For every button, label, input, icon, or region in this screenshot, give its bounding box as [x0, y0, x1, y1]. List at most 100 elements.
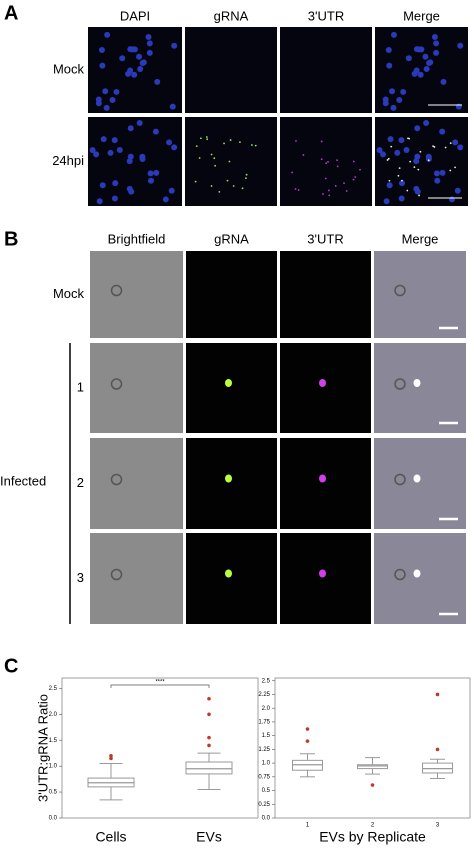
- micrograph: [375, 27, 468, 113]
- signal-dot: [214, 164, 217, 167]
- y-tick-label: 1.25: [258, 747, 270, 753]
- nucleus: [376, 147, 383, 154]
- y-tick-label: 1.75: [258, 719, 270, 725]
- signal-dot: [352, 160, 355, 163]
- nucleus: [171, 144, 178, 151]
- column-header: Brightfield: [108, 231, 166, 246]
- micrograph: [90, 438, 183, 529]
- outlier: [305, 727, 310, 731]
- signal-dot: [210, 153, 213, 156]
- panel-label: B: [4, 228, 18, 250]
- signal-dot: [454, 166, 456, 169]
- nucleus: [403, 146, 410, 153]
- y-tick-label: 1.0: [49, 764, 58, 770]
- nucleus: [383, 198, 390, 205]
- signal-dot: [213, 157, 216, 160]
- nucleus: [398, 137, 405, 144]
- signal-dot: [409, 160, 412, 163]
- nucleus: [112, 180, 119, 187]
- nucleus: [136, 119, 143, 126]
- nucleus: [425, 155, 432, 162]
- y-tick-label: 2.5: [49, 686, 58, 692]
- outlier: [207, 735, 211, 740]
- micrograph: [185, 27, 277, 113]
- signal-dot: [210, 185, 213, 187]
- nucleus: [103, 104, 110, 111]
- nucleus: [387, 136, 394, 143]
- nucleus: [457, 42, 464, 49]
- micrograph: [90, 533, 183, 624]
- nucleus: [386, 182, 393, 189]
- nucleus: [431, 33, 438, 40]
- column-header: gRNA: [214, 8, 249, 23]
- signal-dot: [343, 182, 345, 185]
- nucleus: [448, 196, 455, 203]
- signal-spot: [225, 379, 232, 387]
- signal-dot: [232, 185, 235, 187]
- nucleus: [99, 62, 106, 69]
- nucleus: [146, 40, 153, 47]
- micrograph: [88, 27, 182, 113]
- nucleus: [140, 59, 147, 66]
- signal-dot: [229, 139, 232, 141]
- nucleus: [152, 128, 159, 135]
- nucleus: [405, 55, 412, 62]
- y-tick-label: 0.5: [49, 790, 58, 796]
- signal-dot: [334, 185, 337, 187]
- nucleus: [434, 177, 441, 184]
- row-label: 24hpi: [52, 153, 84, 168]
- nucleus: [153, 169, 160, 176]
- nucleus: [127, 153, 134, 160]
- signal-dot: [408, 137, 411, 140]
- outlier: [305, 739, 310, 743]
- signal-dot: [294, 188, 297, 190]
- nucleus: [417, 71, 424, 78]
- signal-dot: [432, 145, 434, 147]
- nucleus: [147, 177, 154, 184]
- nucleus: [109, 96, 116, 103]
- nucleus: [394, 149, 401, 156]
- row-label: 3: [77, 570, 84, 585]
- nucleus: [147, 170, 154, 177]
- nucleus: [390, 31, 397, 38]
- signal-spot: [225, 474, 232, 483]
- signal-dot: [194, 180, 197, 183]
- nucleus: [116, 146, 123, 153]
- signal-dot: [226, 179, 229, 182]
- signal-dot: [387, 157, 390, 160]
- y-tick-label: 1.5: [262, 733, 271, 739]
- micrograph: [90, 343, 183, 433]
- ev-outline: [110, 284, 123, 297]
- micrograph: [280, 438, 371, 529]
- nucleus: [98, 47, 105, 54]
- y-tick-label: 0.0: [49, 816, 58, 822]
- signal-dot: [297, 189, 300, 191]
- micrograph: [280, 343, 371, 433]
- significance-bracket: [110, 684, 210, 688]
- micrograph: [280, 27, 372, 113]
- signal-dot: [199, 137, 202, 140]
- signal-dot: [401, 179, 403, 182]
- box: [185, 761, 233, 775]
- nucleus: [137, 66, 144, 73]
- signal-dot: [291, 171, 294, 174]
- signal-spot: [413, 379, 421, 387]
- nucleus: [439, 128, 446, 135]
- signal-dot: [406, 189, 409, 192]
- signal-dot: [336, 159, 338, 161]
- x-axis-label: EVs by Replicate: [319, 829, 426, 845]
- plot-frame: [61, 677, 259, 819]
- nucleus: [93, 151, 100, 158]
- x-category-label: Cells: [95, 829, 126, 845]
- nucleus: [414, 153, 421, 160]
- nucleus: [168, 187, 175, 194]
- nucleus: [414, 188, 421, 195]
- nucleus: [162, 196, 169, 203]
- panel-label: A: [4, 2, 18, 24]
- signal-dot: [254, 144, 257, 147]
- micrograph: [280, 117, 372, 206]
- nucleus: [452, 139, 459, 146]
- signal-dot: [327, 160, 329, 163]
- nucleus: [382, 100, 389, 107]
- y-axis-label: 3'UTR:gRNA Ratio: [35, 694, 50, 802]
